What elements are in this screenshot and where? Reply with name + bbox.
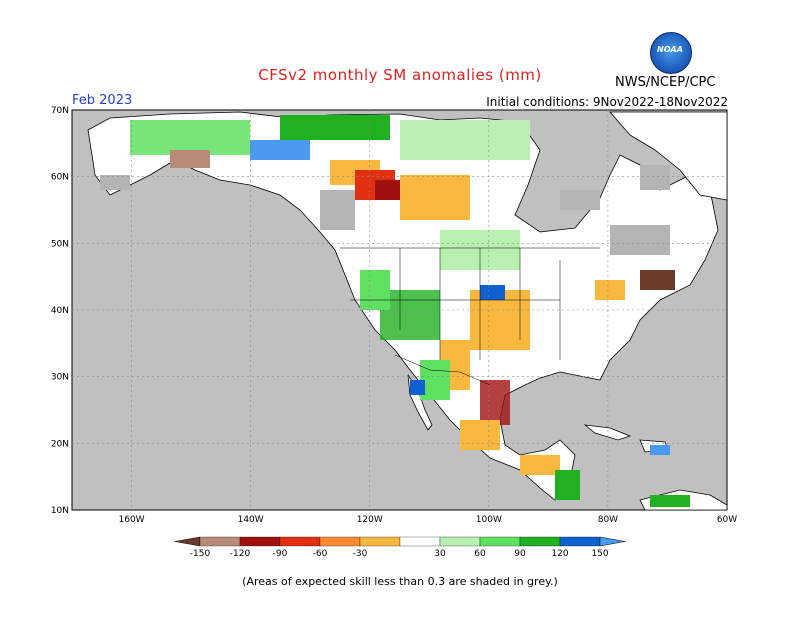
- map-title: CFSv2 monthly SM anomalies (mm): [258, 66, 542, 84]
- colorbar-box: [199, 536, 241, 547]
- colorbar-label: 90: [514, 549, 526, 559]
- colorbar-label: 60: [474, 549, 486, 559]
- forecast-month: Feb 2023: [72, 93, 133, 108]
- colorbar-left-arrow: [174, 536, 201, 547]
- colorbar-label: 120: [551, 549, 568, 559]
- colorbar-box: [279, 536, 321, 547]
- low-skill-shading: [100, 165, 670, 255]
- colorbar-label: -90: [273, 549, 288, 559]
- greenland-land: [609, 111, 728, 201]
- lon-label: 120W: [357, 515, 383, 525]
- lat-label: 20N: [51, 439, 69, 449]
- longitude-labels: 160W 140W 120W 100W 80W 60W: [119, 515, 738, 525]
- colorbar-right-arrow: [599, 536, 626, 547]
- initial-conditions: Initial conditions: 9Nov2022-18Nov2022: [486, 95, 728, 109]
- colorbar-label: -60: [313, 549, 328, 559]
- lon-label: 100W: [476, 515, 502, 525]
- colorbar-box: [559, 536, 601, 547]
- colorbar-box: [319, 536, 361, 547]
- political-boundaries: [340, 247, 600, 386]
- colorbar: -150 -120 -90 -60 -30 30 60 90 120 150: [174, 536, 626, 559]
- lon-label: 60W: [717, 515, 737, 525]
- colorbar-label: -120: [230, 549, 251, 559]
- graticule: [72, 110, 727, 510]
- footnote: (Areas of expected skill less than 0.3 a…: [242, 575, 558, 588]
- lat-label: 60N: [51, 173, 69, 183]
- lat-label: 50N: [51, 239, 69, 249]
- lon-label: 80W: [598, 515, 618, 525]
- cuba-land: [583, 424, 632, 441]
- colorbar-label: 30: [434, 549, 446, 559]
- colorbar-box: [519, 536, 561, 547]
- lat-label: 70N: [51, 106, 69, 116]
- agency-label: NWS/NCEP/CPC: [615, 75, 716, 90]
- colorbar-box: [479, 536, 521, 547]
- noaa-logo: [650, 32, 692, 74]
- colorbar-label: -150: [190, 549, 211, 559]
- colorbar-box: [399, 536, 441, 547]
- lon-label: 160W: [119, 515, 145, 525]
- colorbar-box: [239, 536, 281, 547]
- lat-label: 30N: [51, 373, 69, 383]
- lon-label: 140W: [238, 515, 264, 525]
- colorbar-label: -30: [353, 549, 368, 559]
- anomaly-cells: [130, 115, 690, 507]
- noaa-logo-text: NOAA: [657, 45, 683, 54]
- colorbar-box: [359, 536, 401, 547]
- latitude-labels: 70N 60N 50N 40N 30N 20N 10N: [51, 106, 69, 516]
- lat-label: 10N: [51, 506, 69, 516]
- colorbar-label: 150: [591, 549, 608, 559]
- lat-label: 40N: [51, 306, 69, 316]
- colorbar-box: [439, 536, 481, 547]
